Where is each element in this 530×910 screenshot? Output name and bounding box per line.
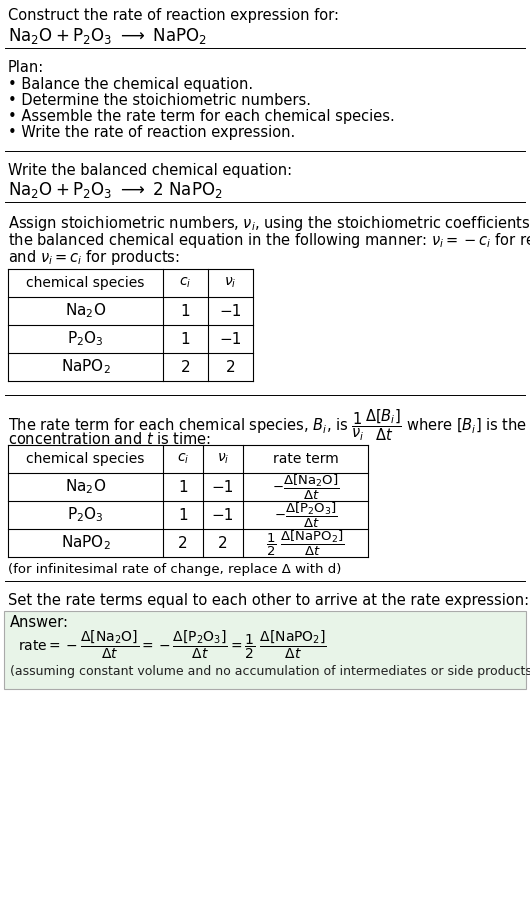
- Text: $c_i$: $c_i$: [177, 451, 189, 466]
- Text: $\mathrm{Na_2O}$: $\mathrm{Na_2O}$: [65, 301, 106, 320]
- Text: 1: 1: [178, 480, 188, 494]
- Text: (for infinitesimal rate of change, replace Δ with d): (for infinitesimal rate of change, repla…: [8, 563, 341, 576]
- Text: $\mathrm{NaPO_2}$: $\mathrm{NaPO_2}$: [60, 358, 110, 377]
- Text: 1: 1: [178, 508, 188, 522]
- Text: $-\dfrac{\Delta[\mathrm{P_2O_3}]}{\Delta t}$: $-\dfrac{\Delta[\mathrm{P_2O_3}]}{\Delta…: [273, 501, 337, 530]
- Text: 1: 1: [181, 331, 190, 347]
- Text: −1: −1: [219, 331, 242, 347]
- Text: and $\nu_i = c_i$ for products:: and $\nu_i = c_i$ for products:: [8, 248, 180, 267]
- Text: $\mathrm{NaPO_2}$: $\mathrm{NaPO_2}$: [60, 533, 110, 552]
- Text: Answer:: Answer:: [10, 615, 69, 630]
- Text: $-\dfrac{\Delta[\mathrm{Na_2O}]}{\Delta t}$: $-\dfrac{\Delta[\mathrm{Na_2O}]}{\Delta …: [272, 472, 339, 501]
- Text: • Write the rate of reaction expression.: • Write the rate of reaction expression.: [8, 125, 295, 140]
- Text: −1: −1: [212, 480, 234, 494]
- Text: Set the rate terms equal to each other to arrive at the rate expression:: Set the rate terms equal to each other t…: [8, 593, 529, 608]
- Text: 2: 2: [226, 359, 235, 375]
- Text: $\mathrm{P_2O_3}$: $\mathrm{P_2O_3}$: [67, 329, 104, 349]
- Text: $\nu_i$: $\nu_i$: [224, 276, 237, 290]
- Text: 1: 1: [181, 304, 190, 318]
- Text: • Balance the chemical equation.: • Balance the chemical equation.: [8, 77, 253, 92]
- Text: Assign stoichiometric numbers, $\nu_i$, using the stoichiometric coefficients, $: Assign stoichiometric numbers, $\nu_i$, …: [8, 214, 530, 233]
- Text: Write the balanced chemical equation:: Write the balanced chemical equation:: [8, 163, 292, 178]
- FancyBboxPatch shape: [4, 611, 526, 689]
- Text: The rate term for each chemical species, $B_i$, is $\dfrac{1}{\nu_i}\dfrac{\Delt: The rate term for each chemical species,…: [8, 407, 530, 442]
- Text: the balanced chemical equation in the following manner: $\nu_i = -c_i$ for react: the balanced chemical equation in the fo…: [8, 231, 530, 250]
- Text: $c_i$: $c_i$: [179, 276, 192, 290]
- Text: concentration and $t$ is time:: concentration and $t$ is time:: [8, 431, 211, 447]
- Text: Construct the rate of reaction expression for:: Construct the rate of reaction expressio…: [8, 8, 339, 23]
- Text: $\mathrm{Na_2O + P_2O_3 \ \longrightarrow \ NaPO_2}$: $\mathrm{Na_2O + P_2O_3 \ \longrightarro…: [8, 26, 207, 46]
- Text: −1: −1: [212, 508, 234, 522]
- Text: −1: −1: [219, 304, 242, 318]
- Text: 2: 2: [181, 359, 190, 375]
- Text: (assuming constant volume and no accumulation of intermediates or side products): (assuming constant volume and no accumul…: [10, 665, 530, 678]
- Text: chemical species: chemical species: [26, 452, 145, 466]
- Text: rate term: rate term: [272, 452, 338, 466]
- Text: $\mathrm{rate} = -\dfrac{\Delta[\mathrm{Na_2O}]}{\Delta t} = -\dfrac{\Delta[\mat: $\mathrm{rate} = -\dfrac{\Delta[\mathrm{…: [18, 629, 327, 662]
- Text: $\dfrac{1}{2}\ \dfrac{\Delta[\mathrm{NaPO_2}]}{\Delta t}$: $\dfrac{1}{2}\ \dfrac{\Delta[\mathrm{NaP…: [266, 529, 345, 558]
- Text: Plan:: Plan:: [8, 60, 44, 75]
- Text: $\mathrm{Na_2O + P_2O_3 \ \longrightarrow \ 2\ NaPO_2}$: $\mathrm{Na_2O + P_2O_3 \ \longrightarro…: [8, 180, 223, 200]
- Text: 2: 2: [218, 535, 228, 551]
- Text: chemical species: chemical species: [26, 276, 145, 290]
- Text: $\nu_i$: $\nu_i$: [217, 451, 229, 466]
- Text: $\mathrm{Na_2O}$: $\mathrm{Na_2O}$: [65, 478, 106, 496]
- Text: 2: 2: [178, 535, 188, 551]
- Text: • Assemble the rate term for each chemical species.: • Assemble the rate term for each chemic…: [8, 109, 395, 124]
- Text: • Determine the stoichiometric numbers.: • Determine the stoichiometric numbers.: [8, 93, 311, 108]
- Text: $\mathrm{P_2O_3}$: $\mathrm{P_2O_3}$: [67, 506, 104, 524]
